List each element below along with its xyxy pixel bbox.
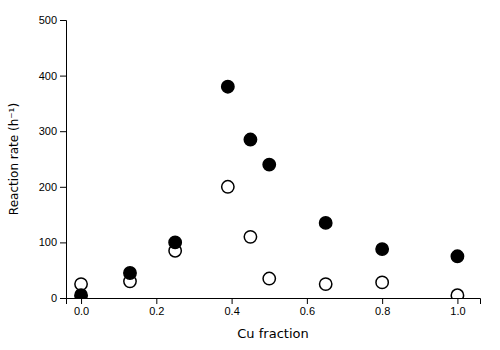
y-tick-mark	[60, 131, 66, 132]
y-tick: 300	[39, 125, 66, 137]
plot: 0.0 0.2 0.4 0.6 0.8 1.0 0 100 200 300 400 500	[39, 14, 481, 317]
x-tick-mark	[156, 298, 157, 304]
y-tick-mark	[60, 298, 66, 299]
y-tick-mark	[60, 76, 66, 77]
point	[263, 272, 275, 284]
point	[376, 276, 388, 288]
x-axis-title: Cu fraction	[237, 326, 308, 341]
point	[451, 250, 463, 262]
y-axis-title: Reaction rate (h⁻¹)	[7, 103, 21, 215]
point	[244, 133, 256, 145]
y-tick: 200	[39, 181, 66, 193]
y-axis: 0 100 200 300 400 500	[39, 14, 67, 304]
y-tick-label: 300	[39, 125, 57, 137]
x-tick-mark	[81, 298, 82, 304]
point	[169, 236, 181, 248]
point	[451, 289, 463, 298]
x-tick: 0.0	[74, 298, 89, 317]
x-tick-label: 0.6	[300, 305, 315, 317]
y-tick-label: 400	[39, 70, 57, 82]
x-tick: 1.0	[450, 298, 465, 317]
x-tick: 0.4	[224, 298, 239, 317]
x-tick-label: 0.0	[74, 305, 89, 317]
y-tick-label: 200	[39, 181, 57, 193]
x-tick-mark	[457, 298, 458, 304]
point	[320, 278, 332, 290]
point	[222, 81, 234, 93]
series	[75, 181, 464, 298]
x-tick: 0.2	[149, 298, 164, 317]
x-tick-label: 0.2	[149, 305, 164, 317]
y-tick-label: 500	[39, 14, 57, 26]
y-tick: 400	[39, 70, 66, 82]
point	[263, 158, 275, 170]
y-tick-label: 0	[51, 292, 57, 304]
x-axis: 0.0 0.2 0.4 0.6 0.8 1.0	[67, 298, 481, 317]
x-tick-label: 0.8	[375, 305, 390, 317]
x-tick: 0.8	[375, 298, 390, 317]
point	[320, 217, 332, 229]
y-tick-label: 100	[39, 236, 57, 248]
point	[376, 243, 388, 255]
chart: 0.0 0.2 0.4 0.6 0.8 1.0 0 100 200 300 400 500 Cu fra…	[0, 0, 500, 350]
point	[75, 289, 87, 298]
x-tick: 0.6	[300, 298, 315, 317]
y-axis-line	[60, 21, 67, 299]
point	[244, 231, 256, 243]
x-tick-label: 1.0	[450, 305, 465, 317]
y-tick: 100	[39, 236, 66, 248]
y-tick-mark	[60, 20, 66, 21]
x-tick-mark	[307, 298, 308, 304]
marks	[75, 81, 464, 298]
x-axis-line	[67, 299, 481, 305]
series	[75, 81, 464, 298]
point	[124, 267, 136, 279]
x-tick-mark	[382, 298, 383, 304]
x-tick-mark	[232, 298, 233, 304]
y-tick: 500	[39, 14, 66, 26]
y-tick: 0	[51, 292, 66, 304]
x-tick-label: 0.4	[224, 305, 239, 317]
y-tick-mark	[60, 187, 66, 188]
point	[222, 181, 234, 193]
y-tick-mark	[60, 242, 66, 243]
